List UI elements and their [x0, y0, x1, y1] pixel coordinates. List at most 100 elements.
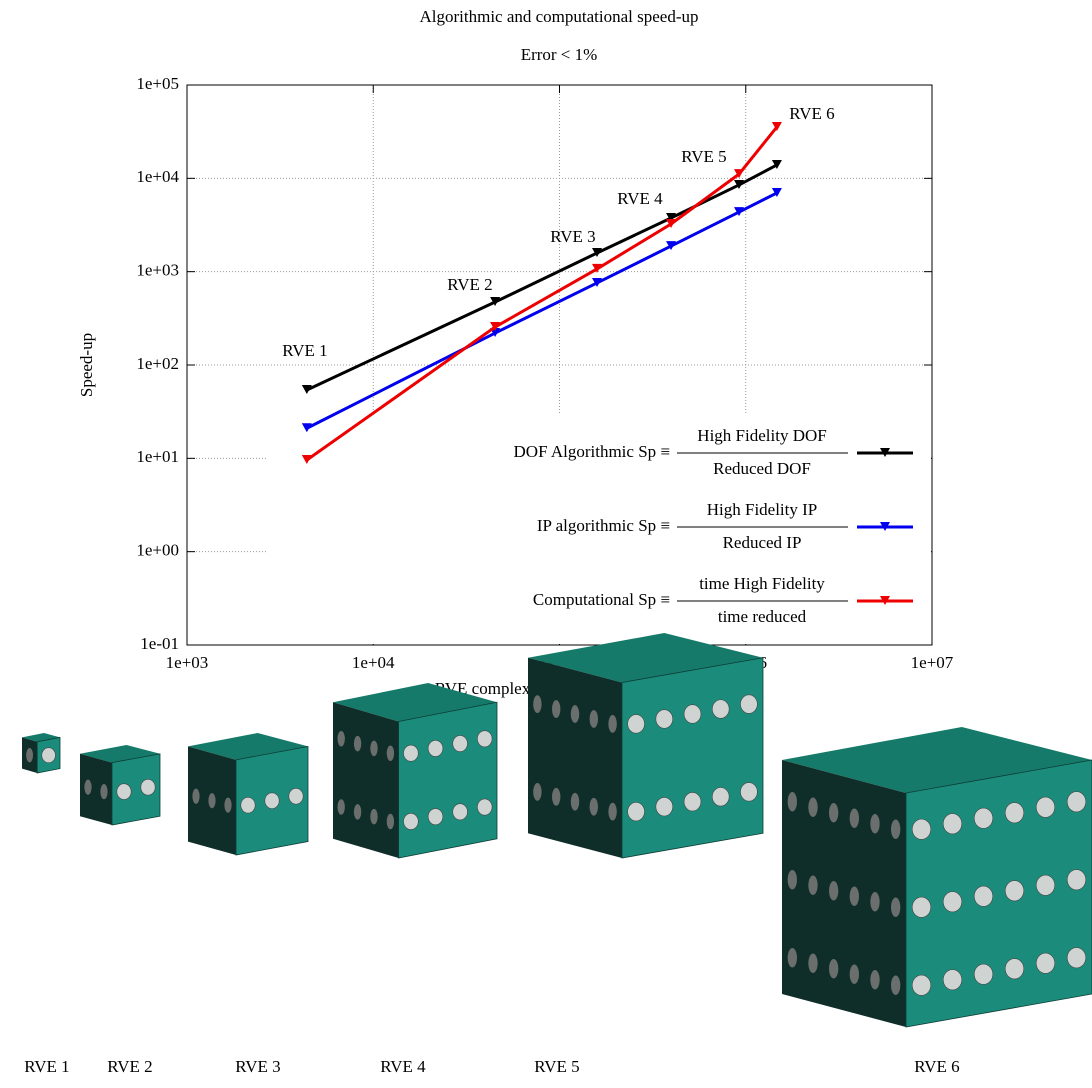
cube-front	[111, 753, 161, 826]
legend-label: DOF Algorithmic Sp ≡	[514, 442, 670, 461]
fiber-side	[849, 808, 859, 829]
series-line	[306, 191, 778, 430]
fiber-side	[192, 788, 200, 804]
fiber	[1035, 874, 1056, 896]
cube-top	[22, 733, 60, 742]
fiber	[942, 891, 963, 913]
cube-left	[782, 760, 906, 1027]
fiber-side	[551, 700, 561, 718]
point-marker	[592, 247, 603, 257]
fiber-side	[208, 793, 216, 809]
series-line	[306, 163, 778, 392]
fiber-side	[337, 799, 345, 815]
point-marker	[734, 169, 745, 179]
fiber-side	[808, 797, 818, 818]
rve-cube	[22, 733, 61, 774]
point-marker	[666, 241, 677, 251]
point-marker	[301, 384, 312, 394]
fiber	[740, 694, 758, 714]
fiber-side	[26, 748, 34, 763]
fiber	[911, 818, 932, 840]
rve-cube	[80, 745, 161, 826]
y-tick-label: 1e+00	[136, 541, 179, 560]
fiber-side	[870, 969, 880, 990]
cube-left	[333, 702, 399, 858]
legend-numerator: High Fidelity IP	[707, 500, 818, 519]
fiber	[264, 792, 280, 809]
rve-cube	[782, 727, 1092, 1028]
point-marker	[301, 454, 312, 464]
annotation: RVE 4	[617, 189, 663, 208]
fiber	[427, 808, 444, 826]
fiber	[452, 803, 468, 821]
fiber-side	[829, 880, 839, 901]
cube-top	[188, 733, 308, 760]
fiber	[1066, 869, 1087, 891]
fiber	[655, 797, 674, 817]
legend-box	[268, 413, 931, 644]
point-marker	[592, 263, 603, 273]
fiber	[911, 974, 932, 996]
annotation: RVE 2	[447, 275, 492, 294]
fiber-side	[829, 958, 839, 979]
plot-frame	[186, 84, 933, 646]
y-tick-label: 1e+04	[136, 167, 179, 186]
point-marker	[771, 159, 782, 169]
fiber-side	[808, 953, 818, 974]
fiber-side	[849, 964, 859, 985]
legend-marker	[880, 448, 890, 457]
fiber-side	[386, 813, 395, 830]
legend-marker	[880, 596, 890, 605]
point-marker	[771, 187, 782, 197]
fiber	[403, 813, 419, 830]
fiber-side	[787, 947, 797, 968]
fiber	[740, 782, 758, 802]
fiber-side	[808, 875, 818, 896]
x-tick-label: 1e+03	[166, 653, 209, 672]
fiber-side	[787, 869, 797, 890]
fiber	[1035, 952, 1056, 974]
rve-label: RVE 6	[914, 1057, 959, 1076]
cube-top	[333, 683, 497, 722]
x-tick-label: 1e+04	[352, 653, 395, 672]
fiber	[911, 896, 932, 918]
fiber	[288, 788, 304, 805]
fiber-side	[224, 797, 232, 813]
fiber-side	[829, 802, 839, 823]
cube-front	[905, 759, 1092, 1028]
annotation: RVE 1	[282, 341, 327, 360]
fiber	[477, 798, 493, 816]
series-line	[305, 126, 779, 462]
fiber	[1066, 791, 1087, 813]
fiber	[1004, 958, 1025, 980]
point-marker	[301, 423, 312, 433]
cube-front	[621, 657, 764, 859]
fiber-side	[370, 808, 378, 825]
fiber-side	[570, 705, 580, 723]
fiber-side	[608, 802, 617, 821]
fiber-side	[870, 891, 880, 912]
fiber	[140, 778, 156, 796]
fiber-side	[533, 695, 542, 713]
fiber	[973, 807, 994, 829]
fiber-side	[353, 804, 362, 820]
rve-label: RVE 4	[380, 1057, 426, 1076]
rve-label: RVE 2	[107, 1057, 152, 1076]
fiber-side	[551, 787, 561, 806]
annotation: RVE 6	[789, 104, 834, 123]
cube-front	[398, 701, 498, 859]
fiber	[973, 885, 994, 907]
fiber-side	[608, 715, 617, 733]
point-marker	[490, 297, 501, 307]
point-marker	[490, 322, 501, 332]
fiber	[1004, 802, 1025, 824]
fiber	[1035, 796, 1056, 818]
legend-denominator: time reduced	[718, 607, 807, 626]
legend-marker	[880, 522, 890, 531]
annotation: RVE 3	[550, 227, 595, 246]
x-tick-label: 1e+07	[911, 653, 954, 672]
legend-denominator: Reduced IP	[723, 533, 802, 552]
fiber-side	[849, 886, 859, 907]
cube-top	[80, 745, 160, 763]
